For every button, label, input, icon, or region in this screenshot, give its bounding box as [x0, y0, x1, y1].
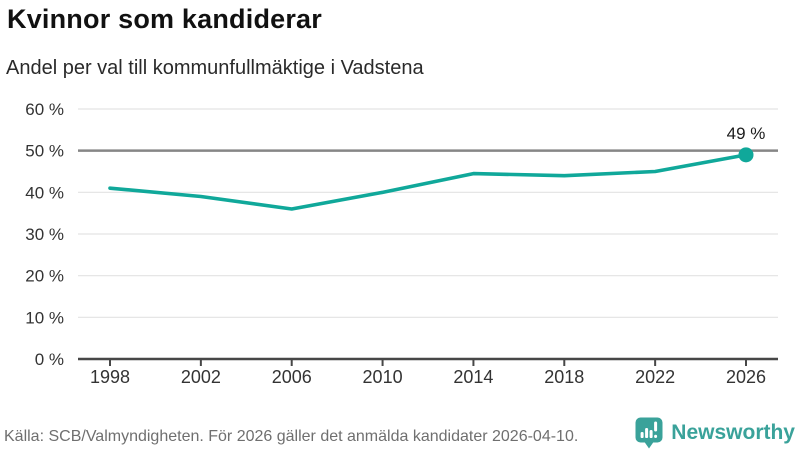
y-axis-tick-label: 60 % [25, 100, 64, 119]
chart-subtitle: Andel per val till kommunfullmäktige i V… [6, 57, 424, 79]
x-axis-tick-label: 2014 [453, 367, 493, 387]
newsworthy-logo-icon [635, 417, 663, 449]
y-axis-tick-label: 0 % [35, 350, 64, 369]
y-axis-tick-label: 30 % [25, 225, 64, 244]
newsworthy-logo: Newsworthy [635, 417, 795, 449]
x-axis-tick-label: 2006 [272, 367, 312, 387]
x-axis-tick-label: 2022 [635, 367, 675, 387]
x-axis-tick-label: 2026 [726, 367, 766, 387]
end-point-marker [738, 147, 754, 163]
newsworthy-logo-text: Newsworthy [671, 421, 795, 444]
x-axis-tick-label: 2018 [544, 367, 584, 387]
y-axis-tick-label: 50 % [25, 142, 64, 161]
x-axis-tick-label: 2002 [181, 367, 221, 387]
y-axis-tick-label: 10 % [25, 308, 64, 327]
y-axis-tick-label: 40 % [25, 183, 64, 202]
chart-title: Kvinnor som kandiderar [7, 4, 322, 34]
x-axis-tick-label: 2010 [363, 367, 403, 387]
end-point-label: 49 % [727, 124, 766, 143]
trend-line [108, 153, 748, 211]
x-axis-tick-label: 1998 [90, 367, 130, 387]
y-axis-tick-label: 20 % [25, 267, 64, 286]
source-note: Källa: SCB/Valmyndigheten. För 2026 gäll… [4, 428, 579, 445]
